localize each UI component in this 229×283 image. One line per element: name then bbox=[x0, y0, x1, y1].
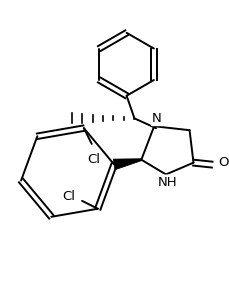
Text: Cl: Cl bbox=[87, 153, 100, 166]
Polygon shape bbox=[113, 159, 141, 170]
Text: NH: NH bbox=[157, 176, 177, 189]
Text: O: O bbox=[218, 156, 228, 169]
Text: N: N bbox=[152, 112, 161, 125]
Text: Cl: Cl bbox=[62, 190, 74, 203]
